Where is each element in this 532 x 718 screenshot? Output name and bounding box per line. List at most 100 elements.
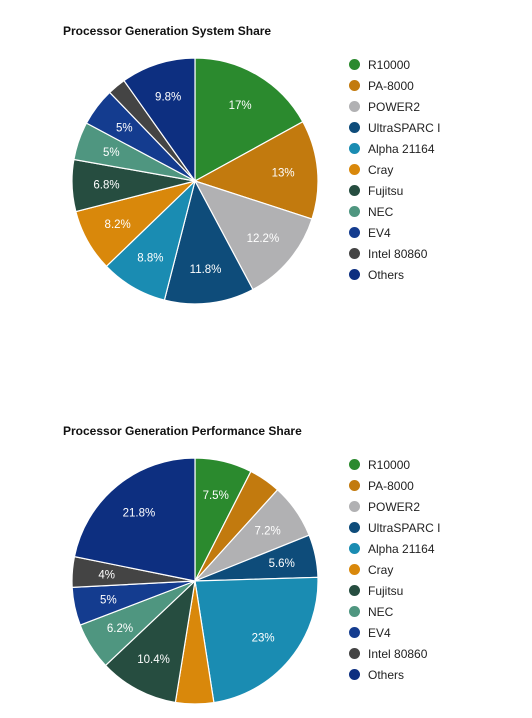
legend-item-pa-8000: PA-8000 — [349, 475, 440, 496]
legend-swatch — [349, 606, 360, 617]
data-label-intel-80860: 4% — [98, 569, 115, 581]
legend-item-fujitsu: Fujitsu — [349, 580, 440, 601]
data-label-fujitsu: 10.4% — [137, 654, 170, 666]
data-label-ultrasparc-i: 11.8% — [190, 264, 222, 276]
data-label-power2: 12.2% — [247, 233, 280, 245]
legend-item-alpha-21164: Alpha 21164 — [349, 538, 440, 559]
system-share-legend: R10000 PA-8000 POWER2 UltraSPARC I Alpha 211… — [349, 54, 440, 285]
system-share-pie: 17% 13% 12.2% 11.8% 8.8% 8.2% 6.8% 5% 5% 9.8% — [71, 57, 319, 305]
pie-slice-pa-8000 — [193, 120, 319, 220]
data-label-alpha-21164: 23% — [252, 633, 275, 645]
pie-slice-ultrasparc-i — [163, 179, 254, 305]
legend-item-cray: Cray — [349, 159, 440, 180]
data-label-others: 21.8% — [123, 507, 156, 519]
legend-label: UltraSPARC I — [368, 520, 441, 535]
legend-label: POWER2 — [368, 499, 421, 514]
pie-slice-others — [73, 457, 196, 582]
legend-item-pa-8000: PA-8000 — [349, 75, 440, 96]
legend-swatch — [349, 648, 360, 659]
legend-swatch — [349, 459, 360, 470]
legend-item-fujitsu: Fujitsu — [349, 180, 440, 201]
data-label-r10000: 17% — [229, 100, 252, 112]
data-label-nec: 5% — [103, 147, 120, 159]
pie-slice-alpha-21164 — [194, 576, 319, 704]
legend-swatch — [349, 585, 360, 596]
data-label-alpha-21164: 8.8% — [137, 253, 163, 265]
legend-label: Intel 80860 — [368, 646, 428, 661]
legend-swatch — [349, 164, 360, 175]
data-label-r10000: 7.5% — [203, 490, 229, 502]
legend-swatch — [349, 543, 360, 554]
data-label-ev4: 5% — [100, 594, 117, 606]
legend-label: NEC — [368, 604, 394, 619]
legend-swatch — [349, 59, 360, 70]
legend-label: EV4 — [368, 625, 391, 640]
legend-label: PA-8000 — [368, 78, 414, 93]
data-label-ultrasparc-i: 5.6% — [269, 558, 295, 570]
legend-item-intel-80860: Intel 80860 — [349, 243, 440, 264]
legend-item-others: Others — [349, 664, 440, 685]
legend-swatch — [349, 80, 360, 91]
legend-item-intel-80860: Intel 80860 — [349, 643, 440, 664]
legend-item-nec: NEC — [349, 601, 440, 622]
legend-label: R10000 — [368, 457, 411, 472]
data-label-pa-8000: 13% — [272, 168, 295, 180]
legend-label: EV4 — [368, 225, 391, 240]
pie-slice-power2 — [193, 179, 313, 291]
legend-label: Fujitsu — [368, 183, 404, 198]
legend-swatch — [349, 101, 360, 112]
legend-swatch — [349, 143, 360, 154]
legend-item-alpha-21164: Alpha 21164 — [349, 138, 440, 159]
legend-label: POWER2 — [368, 99, 421, 114]
legend-item-cray: Cray — [349, 559, 440, 580]
data-label-others: 9.8% — [155, 92, 181, 104]
legend-item-ultrasparc-i: UltraSPARC I — [349, 517, 440, 538]
legend-swatch — [349, 269, 360, 280]
data-label-cray: 8.2% — [105, 219, 131, 231]
legend-label: R10000 — [368, 57, 411, 72]
data-label-nec: 6.2% — [107, 623, 133, 635]
legend-swatch — [349, 227, 360, 238]
pie-slice-r10000 — [194, 57, 304, 183]
pie-slice-others — [123, 57, 196, 183]
legend-swatch — [349, 669, 360, 680]
legend-label: Others — [368, 667, 405, 682]
system-share-panel: Processor Generation System Share 17% 13%… — [63, 24, 440, 305]
performance-share-legend: R10000 PA-8000 POWER2 UltraSPARC I Alpha 211… — [349, 454, 440, 685]
legend-swatch — [349, 522, 360, 533]
legend-swatch — [349, 206, 360, 217]
legend-label: Alpha 21164 — [368, 541, 435, 556]
legend-item-ev4: EV4 — [349, 622, 440, 643]
data-label-fujitsu: 6.8% — [93, 179, 119, 191]
legend-swatch — [349, 122, 360, 133]
legend-swatch — [349, 564, 360, 575]
legend-label: Alpha 21164 — [368, 141, 435, 156]
legend-item-ev4: EV4 — [349, 222, 440, 243]
legend-label: Intel 80860 — [368, 246, 428, 261]
legend-swatch — [349, 248, 360, 259]
legend-label: Cray — [368, 162, 394, 177]
legend-label: PA-8000 — [368, 478, 414, 493]
legend-item-r10000: R10000 — [349, 54, 440, 75]
legend-label: UltraSPARC I — [368, 120, 441, 135]
legend-label: Cray — [368, 562, 394, 577]
legend-swatch — [349, 480, 360, 491]
data-label-power2: 7.2% — [255, 525, 281, 537]
legend-item-power2: POWER2 — [349, 496, 440, 517]
legend-item-r10000: R10000 — [349, 454, 440, 475]
chart-title: Processor Generation Performance Share — [63, 424, 302, 438]
legend-swatch — [349, 501, 360, 512]
legend-label: Fujitsu — [368, 583, 404, 598]
data-label-ev4: 5% — [116, 123, 133, 135]
chart-title: Processor Generation System Share — [63, 24, 272, 38]
legend-item-others: Others — [349, 264, 440, 285]
legend-label: NEC — [368, 204, 394, 219]
legend-swatch — [349, 185, 360, 196]
pie-slice-fujitsu — [104, 579, 196, 704]
legend-item-power2: POWER2 — [349, 96, 440, 117]
legend-label: Others — [368, 267, 405, 282]
legend-item-ultrasparc-i: UltraSPARC I — [349, 117, 440, 138]
legend-item-nec: NEC — [349, 201, 440, 222]
